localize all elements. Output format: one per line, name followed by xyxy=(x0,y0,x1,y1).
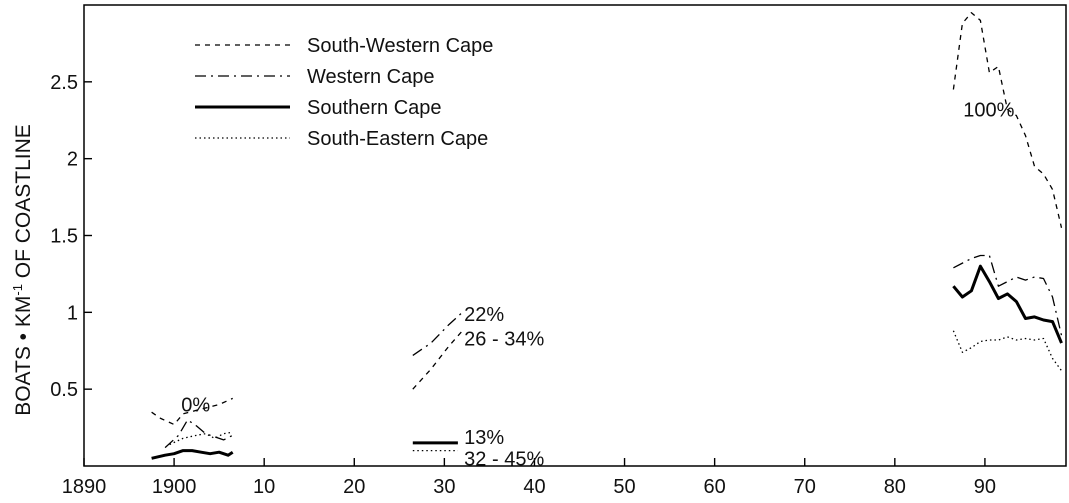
x-tick-label: 1900 xyxy=(152,476,197,498)
x-tick-label: 70 xyxy=(794,476,816,498)
x-tick-label: 60 xyxy=(704,476,726,498)
x-tick-label: 80 xyxy=(884,476,906,498)
series-line-western-cape xyxy=(953,254,1063,336)
series-line-western-cape xyxy=(412,311,463,356)
annotation-label: 13% xyxy=(464,427,504,449)
x-tick-label: 90 xyxy=(974,476,996,498)
annotation-label: 100% xyxy=(963,99,1014,121)
y-axis-label: BOATS • KM-1 OF COASTLINE xyxy=(10,124,36,416)
series-line-southern-cape xyxy=(952,264,1063,344)
y-tick-label: 2.5 xyxy=(50,72,78,94)
legend-label: Western Cape xyxy=(307,66,434,88)
y-tick-label: 1.5 xyxy=(50,226,78,248)
annotation-label: 0% xyxy=(181,395,210,417)
x-tick-label: 10 xyxy=(253,476,275,498)
legend-label: Southern Cape xyxy=(307,97,442,119)
annotation-label: 32 - 45% xyxy=(464,448,544,470)
series-line-south-western-cape xyxy=(151,397,233,426)
plot-frame xyxy=(83,4,1067,467)
series-line-south-eastern-cape xyxy=(169,431,233,446)
series-line-south-eastern-cape xyxy=(952,330,1063,372)
x-tick-label: 40 xyxy=(523,476,545,498)
series-line-western-cape xyxy=(164,419,233,449)
annotation-label: 22% xyxy=(464,304,504,326)
x-tick-label: 20 xyxy=(343,476,365,498)
y-axis-label-main: BOATS • KM xyxy=(12,295,35,416)
annotation-label: 26 - 34% xyxy=(464,328,544,350)
y-tick-label: 2 xyxy=(67,149,78,171)
y-axis-label-tail: OF COASTLINE xyxy=(12,124,35,285)
y-tick-label: 0.5 xyxy=(50,379,78,401)
y-axis-label-superscript: -1 xyxy=(10,284,25,296)
x-tick-label: 50 xyxy=(613,476,635,498)
series-line-south-western-cape xyxy=(952,12,1063,228)
series-line-south-western-cape xyxy=(412,330,463,390)
legend-label: South-Western Cape xyxy=(307,35,493,57)
y-tick-label: 1 xyxy=(67,302,78,324)
x-tick-label: 30 xyxy=(433,476,455,498)
x-tick-label: 1890 xyxy=(62,476,107,498)
series-line-southern-cape xyxy=(151,449,234,460)
legend-label: South-Eastern Cape xyxy=(307,128,488,150)
